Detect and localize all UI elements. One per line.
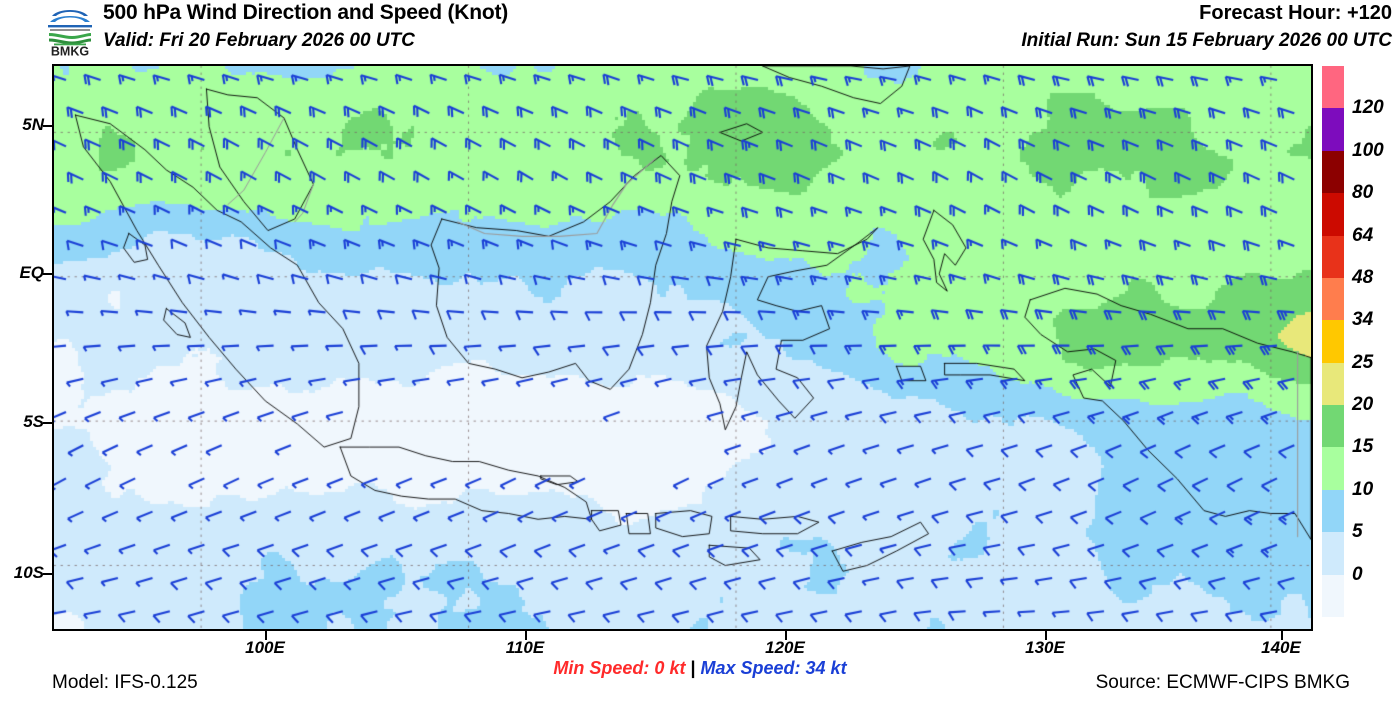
colorbar-tick-label: 20 xyxy=(1352,394,1374,416)
lon-tick-label: 130E xyxy=(1025,638,1065,657)
bmkg-logo-glyph: BMKG xyxy=(48,10,92,59)
lon-tick-mark xyxy=(1281,631,1283,640)
colorbar-band xyxy=(1322,108,1344,151)
colorbar-tick-label: 10 xyxy=(1352,478,1374,500)
max-speed-label: Max Speed: 34 kt xyxy=(700,658,847,678)
colorbar-tick-label: 15 xyxy=(1352,436,1374,458)
wind-field-canvas xyxy=(54,66,1311,629)
speed-summary: Min Speed: 0 kt | Max Speed: 34 kt xyxy=(0,658,1400,679)
colorbar-band xyxy=(1322,66,1344,109)
colorbar-tick-label: 120 xyxy=(1352,97,1384,119)
lat-tick-mark xyxy=(43,273,52,275)
colorbar-band xyxy=(1322,235,1344,278)
colorbar-band xyxy=(1322,193,1344,236)
map-plot-area[interactable]: Copyright Sub Bidang Prediksi Cuaca BMKG… xyxy=(52,64,1313,631)
lat-tick-label: EQ xyxy=(19,263,44,282)
forecast-hour-label: Forecast Hour: +120 xyxy=(1199,2,1392,24)
lon-tick-label: 120E xyxy=(765,638,805,657)
colorbar-tick-label: 100 xyxy=(1352,139,1384,161)
lon-tick-mark xyxy=(1045,631,1047,640)
colorbar-band xyxy=(1322,277,1344,321)
colorbar-tick-label: 25 xyxy=(1352,351,1374,373)
colorbar-band xyxy=(1322,150,1344,194)
lat-tick-label: 5N xyxy=(22,115,44,134)
bmkg-logo: BMKG xyxy=(42,2,98,58)
speed-separator: | xyxy=(690,658,696,678)
lon-tick-label: 110E xyxy=(505,638,545,657)
colorbar-tick-label: 5 xyxy=(1352,521,1363,543)
lat-tick-mark xyxy=(43,125,52,127)
colorbar-band xyxy=(1322,320,1344,363)
page-title: 500 hPa Wind Direction and Speed (Knot) xyxy=(103,1,509,24)
source-label: Source: ECMWF-CIPS BMKG xyxy=(1095,672,1350,693)
speed-colorbar[interactable] xyxy=(1322,66,1344,617)
lon-tick-mark xyxy=(265,631,267,640)
colorbar-tick-label: 48 xyxy=(1352,266,1374,288)
colorbar-band xyxy=(1322,489,1344,533)
lat-tick-mark xyxy=(43,422,52,424)
min-speed-label: Min Speed: 0 kt xyxy=(553,658,686,678)
colorbar-band xyxy=(1322,532,1344,575)
bmkg-logo-text: BMKG xyxy=(51,45,89,59)
lon-tick-label: 140E xyxy=(1261,638,1301,657)
lat-tick-label: 10S xyxy=(13,563,44,582)
model-label: Model: IFS-0.125 xyxy=(52,672,198,693)
colorbar-band xyxy=(1322,447,1344,490)
lat-tick-mark xyxy=(43,573,52,575)
colorbar-tick-label: 0 xyxy=(1352,563,1363,585)
header: BMKG 500 hPa Wind Direction and Speed (K… xyxy=(0,0,1400,60)
lon-tick-label: 100E xyxy=(245,638,285,657)
valid-time-label: Valid: Fri 20 February 2026 00 UTC xyxy=(103,30,415,51)
lon-tick-mark xyxy=(785,631,787,640)
colorbar-tick-label: 64 xyxy=(1352,224,1374,246)
colorbar-band xyxy=(1322,362,1344,405)
colorbar-band xyxy=(1322,574,1344,617)
lon-tick-mark xyxy=(525,631,527,640)
colorbar-tick-label: 80 xyxy=(1352,182,1374,204)
colorbar-tick-label: 34 xyxy=(1352,309,1374,331)
colorbar-band xyxy=(1322,405,1344,448)
initial-run-label: Initial Run: Sun 15 February 2026 00 UTC xyxy=(1021,30,1392,51)
lat-tick-label: 5S xyxy=(23,412,44,431)
